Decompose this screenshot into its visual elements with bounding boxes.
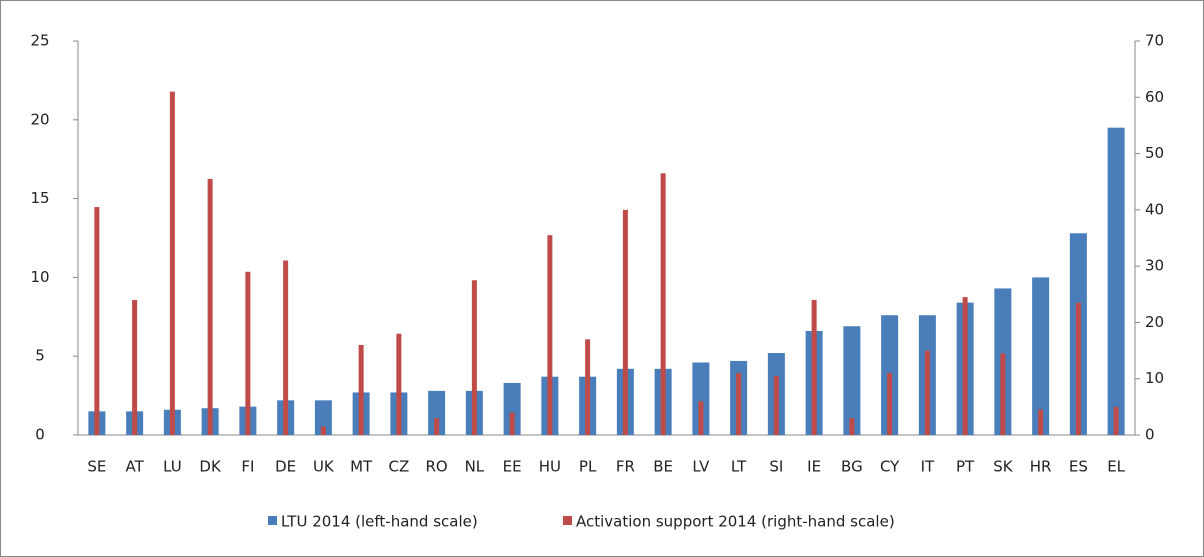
legend-swatch (268, 516, 277, 525)
x-tick-label: PT (956, 458, 975, 476)
bar (358, 344, 364, 435)
y2-tick-label: 50 (1145, 144, 1164, 162)
y2-tick-label: 60 (1145, 88, 1164, 106)
y2-tick-label: 70 (1145, 32, 1164, 50)
bar (547, 235, 553, 435)
bar (132, 299, 138, 435)
legend-label: LTU 2014 (left-hand scale) (281, 513, 478, 531)
bar (1032, 277, 1050, 435)
bar (320, 426, 326, 435)
x-tick-label: RO (426, 458, 448, 476)
y-tick-label: 0 (35, 426, 45, 444)
bar (428, 390, 446, 435)
x-tick-label: SI (769, 458, 783, 476)
x-tick-label: CZ (389, 458, 410, 476)
x-tick-label: SK (993, 458, 1014, 476)
bar (1107, 127, 1125, 436)
bar (471, 280, 477, 435)
x-tick-label: BE (653, 458, 673, 476)
y-tick-label: 15 (30, 189, 49, 207)
bar (692, 362, 710, 435)
bar (1000, 353, 1006, 435)
bar (849, 418, 855, 435)
bar (811, 299, 817, 435)
x-tick-label: LV (692, 458, 710, 476)
x-tick-label: UK (313, 458, 335, 476)
bar (843, 326, 861, 435)
bar (207, 178, 213, 435)
x-tick-label: FR (616, 458, 635, 476)
x-tick-label: LT (731, 458, 747, 476)
bar (245, 271, 251, 435)
x-tick-label: AT (125, 458, 144, 476)
x-tick-label: SE (87, 458, 106, 476)
bar (94, 207, 100, 435)
x-tick-label: EL (1107, 458, 1125, 476)
bar (1038, 409, 1044, 435)
x-tick-label: ES (1069, 458, 1088, 476)
x-tick-label: HU (539, 458, 561, 476)
bar (887, 373, 893, 435)
bar (169, 91, 175, 436)
bar (503, 382, 521, 435)
x-tick-label: DE (275, 458, 296, 476)
bar (1075, 302, 1081, 435)
x-tick-label: HR (1030, 458, 1052, 476)
x-tick-label: IE (807, 458, 821, 476)
bar (396, 333, 402, 435)
x-tick-label: EE (503, 458, 522, 476)
y-tick-label: 20 (30, 110, 49, 128)
y2-tick-label: 20 (1145, 313, 1164, 331)
y-tick-label: 5 (35, 347, 45, 365)
y2-tick-label: 40 (1145, 200, 1164, 218)
bar (314, 400, 332, 435)
bar (660, 173, 666, 435)
x-tick-label: MT (350, 458, 373, 476)
x-tick-label: LU (163, 458, 182, 476)
legend-swatch (563, 516, 572, 525)
bar (736, 373, 742, 435)
bar (509, 412, 515, 435)
bar (698, 401, 704, 435)
x-tick-label: FI (241, 458, 254, 476)
y2-tick-label: 0 (1145, 426, 1155, 444)
bar (1113, 406, 1119, 435)
bar (434, 418, 440, 435)
bar (283, 260, 289, 435)
bar (773, 375, 779, 435)
bar (622, 209, 628, 435)
x-tick-label: PL (579, 458, 597, 476)
y2-tick-label: 30 (1145, 257, 1164, 275)
y2-tick-label: 10 (1145, 369, 1164, 387)
y-tick-label: 25 (30, 32, 49, 50)
y-tick-label: 10 (30, 268, 49, 286)
bar (962, 297, 968, 435)
x-tick-label: IT (921, 458, 935, 476)
x-tick-label: NL (465, 458, 485, 476)
bar (585, 339, 591, 435)
x-tick-label: DK (199, 458, 222, 476)
legend-label: Activation support 2014 (right-hand scal… (576, 513, 895, 531)
x-tick-label: CY (880, 458, 900, 476)
x-tick-label: BG (841, 458, 863, 476)
bar (924, 350, 930, 435)
